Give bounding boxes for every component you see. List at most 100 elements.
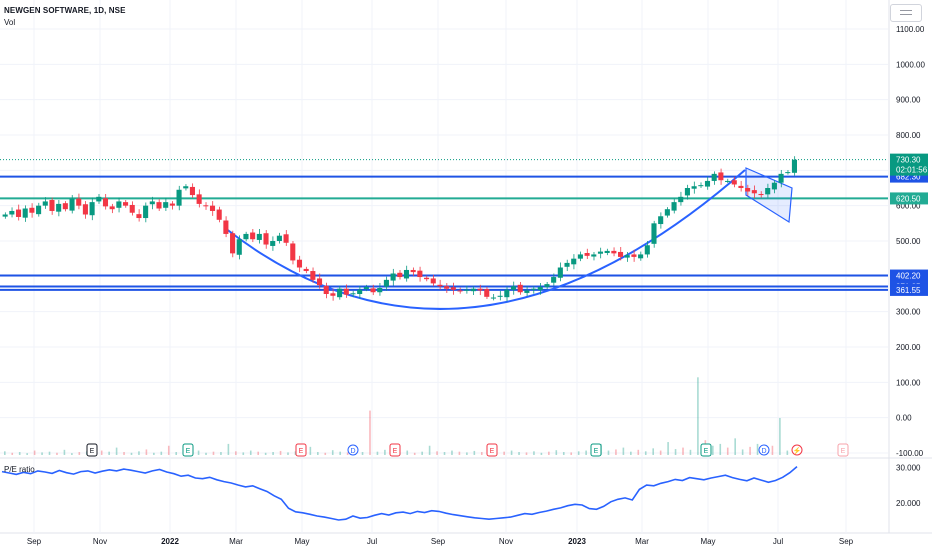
x-tick-label: Jul xyxy=(367,537,377,546)
event-markers[interactable]: E E E D E E E E D ⚡ E xyxy=(86,443,849,457)
x-tick-label: May xyxy=(294,537,309,546)
candle-body xyxy=(577,254,583,259)
y-tick-label: 1000.00 xyxy=(896,60,925,69)
candle-body xyxy=(617,251,624,257)
candle-body xyxy=(671,202,677,211)
volume-bar xyxy=(562,452,565,455)
event-marker xyxy=(182,443,194,457)
volume-bar xyxy=(630,451,632,455)
volume-bar xyxy=(108,451,110,455)
price-axis[interactable]: 1100.001000.00900.00800.00700.00600.0050… xyxy=(890,25,928,508)
candle-body xyxy=(684,188,690,196)
volume-bar xyxy=(227,443,230,455)
candle-body xyxy=(691,186,697,189)
candle-body xyxy=(22,208,28,218)
time-axis[interactable]: Sep Nov 2022 Mar May Jul Sep Nov 2023 Mar May Jul Se… xyxy=(27,537,854,546)
volume-bar xyxy=(212,451,215,455)
symbol-title[interactable]: NEWGEN SOFTWARE, 1D, NSE xyxy=(4,6,126,15)
volume-bar xyxy=(406,450,409,455)
candle-body xyxy=(771,182,777,190)
volume-bar xyxy=(33,450,36,455)
candle-body xyxy=(163,202,169,208)
candle-body xyxy=(42,201,48,206)
candle-body xyxy=(711,173,717,181)
candle-body xyxy=(765,188,771,195)
volume-bar xyxy=(257,451,259,455)
candle-body xyxy=(296,259,303,268)
y-tick-label: 300.00 xyxy=(896,308,921,317)
candle-body xyxy=(89,202,95,216)
candle-body xyxy=(457,290,463,292)
candle-body xyxy=(591,254,597,257)
volume-bar xyxy=(480,452,483,455)
volume-bar xyxy=(540,452,543,455)
candle-body xyxy=(704,180,711,187)
volume-bar xyxy=(570,452,573,455)
candle-body xyxy=(143,205,149,219)
candle-body xyxy=(36,205,42,215)
y-tick-label: 600.00 xyxy=(896,202,921,211)
candle-body xyxy=(450,287,456,290)
candle-body xyxy=(537,286,543,291)
drawings[interactable] xyxy=(0,159,888,310)
y-tick-label: 0.00 xyxy=(896,414,912,423)
countdown-label: 02:01:56 xyxy=(896,166,928,175)
candle-body xyxy=(303,268,309,272)
y-tick-label: 100.00 xyxy=(896,378,921,387)
candle-body xyxy=(102,198,109,207)
candle-body xyxy=(751,190,757,194)
level-tag xyxy=(890,269,928,282)
candle-body xyxy=(196,194,202,204)
candle-body xyxy=(678,196,684,203)
volume-bar xyxy=(175,452,178,455)
volume-bar xyxy=(734,438,736,455)
volume-bar xyxy=(674,449,677,455)
candle-body xyxy=(658,216,664,225)
candle-body xyxy=(464,289,470,291)
x-tick-label: Nov xyxy=(93,537,107,546)
volume-bar xyxy=(443,452,446,455)
candle-body xyxy=(785,172,791,174)
volume-bar xyxy=(697,377,699,455)
x-tick-label: Sep xyxy=(431,537,446,546)
x-tick-label: Mar xyxy=(229,537,243,546)
event-marker-label: E xyxy=(90,448,95,455)
chart-menu-button[interactable] xyxy=(890,4,922,22)
candle-body xyxy=(149,201,155,205)
candle-body xyxy=(323,285,329,294)
candle-body xyxy=(2,214,8,217)
candle-body xyxy=(698,185,704,187)
candle-body xyxy=(631,254,637,257)
volume-bar xyxy=(123,452,125,455)
volume-bar xyxy=(115,447,118,455)
volume-bar xyxy=(667,442,669,455)
candle-body xyxy=(524,290,530,293)
candle-body xyxy=(430,278,436,284)
volume-bar xyxy=(607,450,610,455)
candle-body xyxy=(497,295,503,297)
volume-bar xyxy=(749,446,751,455)
candle-body xyxy=(129,204,135,213)
candle-body xyxy=(531,288,537,290)
volume-bar xyxy=(205,452,207,455)
x-tick-label: Jul xyxy=(773,537,783,546)
candle-body xyxy=(243,233,249,240)
candle-body xyxy=(9,210,15,215)
volume-bar xyxy=(555,450,558,455)
candle-body xyxy=(176,189,182,206)
x-tick-label: May xyxy=(700,537,715,546)
level-tag-label: 620.50 xyxy=(896,194,921,203)
candle-body xyxy=(310,271,316,280)
candle-body xyxy=(69,198,75,211)
candle-body xyxy=(424,277,430,280)
candle-body xyxy=(597,251,604,254)
candle-body xyxy=(444,286,450,289)
candle-body xyxy=(56,203,62,212)
candle-body xyxy=(209,205,216,211)
volume-bar xyxy=(726,447,729,455)
volume-bar xyxy=(771,445,774,455)
volume-bar xyxy=(413,452,416,455)
volume-bar xyxy=(56,452,58,455)
